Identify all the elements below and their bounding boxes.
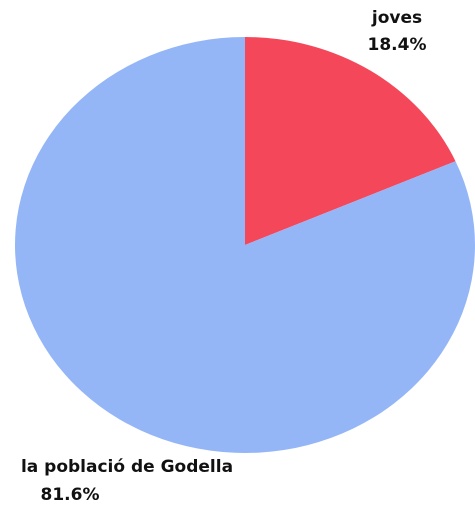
value-label: 18.4% xyxy=(368,35,427,55)
pie-slice xyxy=(15,37,475,453)
value-label: 81.6% xyxy=(41,485,100,505)
slice-label: joves xyxy=(371,8,422,28)
slice-label: la població de Godella xyxy=(21,457,233,477)
pie-slice xyxy=(245,37,456,245)
